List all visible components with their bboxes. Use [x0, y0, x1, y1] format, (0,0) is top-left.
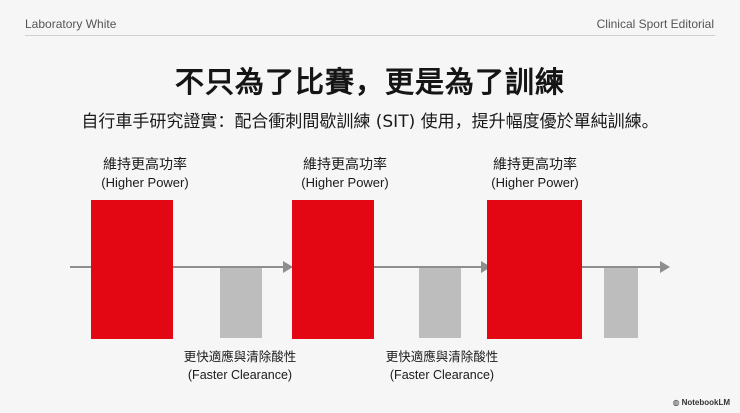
high-power-label-zh: 維持更高功率: [493, 157, 577, 173]
arrow-head-icon: [283, 261, 293, 273]
high-power-label: 維持更高功率 (Higher Power): [77, 156, 213, 192]
clearance-label-zh: 更快適應與清除酸性: [183, 349, 297, 364]
clearance-label-en: (Faster Clearance): [187, 368, 293, 382]
recovery-bar: [604, 268, 638, 338]
high-intensity-bar: [292, 200, 374, 339]
high-power-label-en: (Higher Power): [101, 175, 189, 190]
high-intensity-bar: [91, 200, 173, 339]
arrow-head-icon: [481, 261, 491, 273]
high-power-label: 維持更高功率 (Higher Power): [467, 156, 603, 192]
header-divider: [25, 35, 715, 36]
page-subtitle: 自行車手研究證實：配合衝刺間歇訓練 (SIT) 使用，提升幅度優於單純訓練。: [81, 112, 659, 132]
high-power-label-zh: 維持更高功率: [303, 157, 387, 173]
recovery-bar: [419, 268, 461, 338]
high-power-label-zh: 維持更高功率: [103, 157, 187, 173]
high-intensity-bar: [487, 200, 582, 339]
clearance-label: 更快適應與清除酸性 (Faster Clearance): [367, 348, 517, 384]
clearance-label-en: (Faster Clearance): [389, 368, 495, 382]
notebooklm-logo-icon: ◍: [672, 398, 680, 407]
watermark-text: NotebookLM: [681, 398, 730, 407]
brand-left: Laboratory White: [25, 17, 117, 31]
high-power-label: 維持更高功率 (Higher Power): [277, 156, 413, 192]
high-power-label-en: (Higher Power): [301, 175, 389, 190]
recovery-bar: [220, 268, 262, 338]
brand-right: Clinical Sport Editorial: [596, 17, 714, 31]
arrow-head-icon: [660, 261, 670, 273]
high-power-label-en: (Higher Power): [491, 175, 579, 190]
notebooklm-watermark: ◍ NotebookLM: [673, 398, 730, 407]
page-title: 不只為了比賽，更是為了訓練: [174, 65, 565, 99]
clearance-label-zh: 更快適應與清除酸性: [385, 349, 499, 364]
clearance-label: 更快適應與清除酸性 (Faster Clearance): [165, 348, 315, 384]
